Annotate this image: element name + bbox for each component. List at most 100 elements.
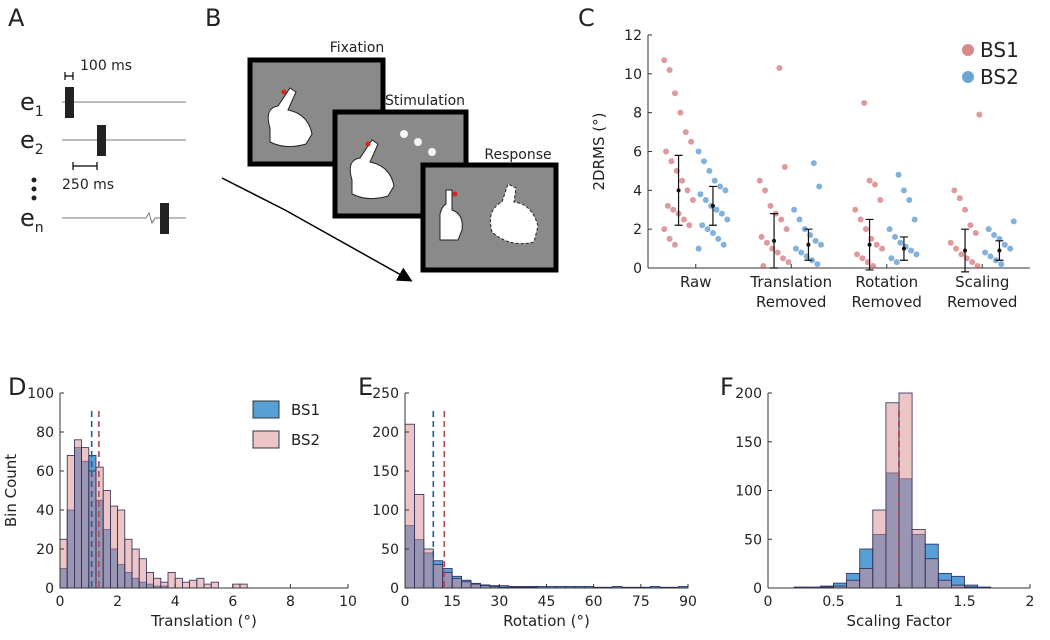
histogram-bar [88,470,97,589]
data-point [666,235,673,242]
data-point [816,183,823,190]
x-tick-label: 0.5 [822,594,844,610]
y-tick-label: 150 [735,435,762,451]
ellipsis-dot [31,186,37,192]
data-point [778,216,785,223]
data-point [713,206,720,213]
histogram-bar [174,577,183,589]
data-point [862,226,869,233]
data-point [972,230,979,237]
y-tick-label: 150 [372,464,399,480]
data-point [1007,245,1014,252]
x-axis-label: Translation (°) [150,612,257,630]
stimulus-dot [428,148,436,156]
data-point [684,187,691,194]
data-point [680,216,687,223]
mean-marker [997,248,1002,253]
x-tick-label: 0 [764,594,773,610]
legend-label: BS2 [291,431,320,449]
y-tick-label: 80 [36,425,54,441]
histogram-bar [414,493,425,589]
data-point [982,249,989,256]
data-point [758,233,765,240]
histogram-bar [232,583,241,589]
legend-label: BS1 [291,401,320,419]
data-point [661,226,668,233]
histogram-bar [74,439,83,589]
data-point [776,65,783,72]
y-axis-label: 2DRMS (°) [590,113,608,191]
histogram-bar [461,581,472,589]
histogram-bar [117,509,126,589]
data-point [879,245,886,252]
data-point [664,202,671,209]
data-point [998,261,1005,268]
data-point [679,177,686,184]
x-tick-label: Removed [756,293,826,311]
mean-marker [676,188,681,193]
y-tick-label: 12 [624,28,642,44]
electrode-label: en [20,204,44,236]
y-tick-label: 2 [633,222,642,238]
x-tick-label: 60 [585,594,603,610]
histogram-bar [859,568,874,589]
data-point [854,251,861,258]
electrode-label: e1 [20,88,44,120]
data-point [670,206,677,213]
y-tick-label: 6 [633,145,642,161]
y-tick-label: 100 [372,503,399,519]
data-point [682,129,689,136]
data-point [774,249,781,256]
y-tick-label: 20 [36,542,54,558]
data-point [908,247,915,254]
data-point [671,90,678,97]
mean-marker [901,246,906,251]
data-point [756,177,763,184]
x-tick-label: 0 [401,594,410,610]
data-point [951,187,958,194]
panel-label: B [205,4,221,32]
data-point [668,158,675,165]
data-point [895,171,902,178]
ellipsis-dot [31,177,37,183]
data-point [873,241,880,248]
legend-swatch [962,44,974,56]
data-point [688,138,695,145]
data-point [720,241,727,248]
mean-marker [772,238,777,243]
data-point [976,111,983,118]
x-tick-label: 8 [286,594,295,610]
data-point [974,263,981,270]
data-point [870,263,877,270]
y-tick-label: 40 [36,503,54,519]
data-point [871,181,878,188]
histogram-bar [131,548,140,589]
histogram-bar [898,392,913,589]
legend-swatch [252,400,280,419]
data-point [661,57,668,64]
scale-bracket [72,162,98,170]
y-tick-label: 0 [390,581,399,597]
data-point [1010,218,1017,225]
data-point [897,239,904,246]
x-tick-label: Removed [852,293,922,311]
data-point [767,202,774,209]
scale-label: 100 ms [80,58,132,74]
histogram-bar [189,579,198,589]
hand-icon [489,183,539,245]
data-point [704,226,711,233]
y-tick-label: 50 [381,542,399,558]
data-point [857,216,864,223]
histogram-bar [210,581,219,589]
data-point [956,195,963,202]
mean-marker [867,242,872,247]
histogram-bar [153,577,162,589]
data-point [706,167,713,174]
x-tick-label: 2 [1026,594,1035,610]
data-point [906,197,913,204]
histogram-bar [846,579,861,589]
hand-icon [439,189,463,241]
x-tick-label: 0 [56,594,65,610]
fixation-dot [281,89,287,95]
panel-label: A [8,4,25,32]
